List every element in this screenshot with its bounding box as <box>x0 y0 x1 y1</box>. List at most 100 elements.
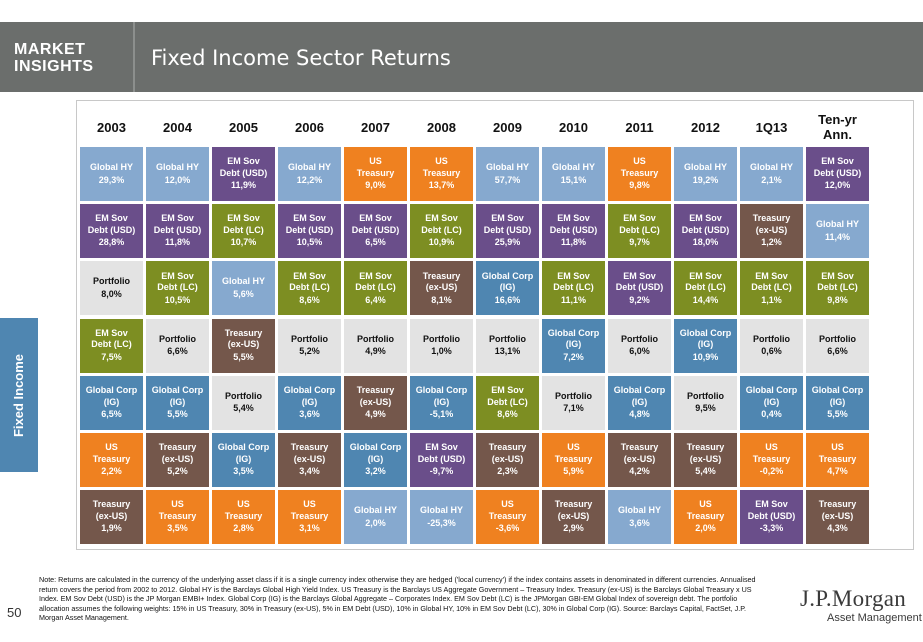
return-cell-value: 10,7% <box>230 237 257 248</box>
return-cell-label: (ex-US) <box>491 453 524 464</box>
return-cell-label: EM Sov <box>491 385 524 396</box>
return-cell-value: 5,5% <box>827 409 848 420</box>
return-cell: Portfolio 13,1% <box>476 318 539 373</box>
return-cell-value: 3,1% <box>299 523 320 534</box>
return-cell: US Treasury 13,7% <box>410 147 473 201</box>
return-cell-value: 5,5% <box>167 409 188 420</box>
return-cell-value: 29,3% <box>98 174 125 185</box>
return-cell-value: 10,9% <box>692 351 719 362</box>
return-cell-label: (IG) <box>433 396 450 407</box>
return-cell: EM Sov Debt (USD) 10,5% <box>278 204 341 259</box>
return-cell-label: EM Sov <box>293 213 326 224</box>
return-cell-label: Portfolio <box>489 333 526 344</box>
return-cell-value: 5,4% <box>695 466 716 477</box>
return-cell-label: US <box>303 499 316 510</box>
return-cell-label: Debt (LC) <box>223 224 264 235</box>
return-cell-label: Global Corp <box>151 385 204 396</box>
return-cell-label: (IG) <box>169 396 186 407</box>
return-cell-label: Global HY <box>815 219 859 230</box>
return-cell-value: 3,5% <box>233 466 254 477</box>
return-cell: Global HY 15,1% <box>542 147 605 201</box>
year-header: 2011 <box>625 119 654 135</box>
return-cell: Portfolio 7,1% <box>542 375 605 430</box>
return-cell: Portfolio 6,6% <box>146 318 209 373</box>
return-cell: Treasury (ex-US) 1,9% <box>80 490 143 545</box>
return-cell: EM Sov Debt (USD) 11,8% <box>146 204 209 259</box>
return-cell-label: Debt (USD) <box>153 224 202 235</box>
return-cell: EM Sov Debt (LC) 8,6% <box>476 375 539 430</box>
return-cell: Global HY 2,0% <box>344 490 407 545</box>
return-cell-value: 6,6% <box>827 346 848 357</box>
return-cell-label: Debt (USD) <box>417 453 466 464</box>
return-cell-label: Debt (LC) <box>553 282 594 293</box>
return-cell-label: Treasury <box>488 442 527 453</box>
return-cell: Global Corp (IG) 16,6% <box>476 261 539 316</box>
return-cell-value: 0,6% <box>761 346 782 357</box>
footnote: Note: Returns are calculated in the curr… <box>39 575 756 622</box>
return-cell-label: EM Sov <box>623 270 656 281</box>
return-cell: US Treasury 2,8% <box>212 490 275 545</box>
return-cell-value: 1,0% <box>431 346 452 357</box>
return-cell-label: Treasury <box>818 499 857 510</box>
year-header: 2008 <box>427 119 456 135</box>
return-cell: Global HY 2,1% <box>740 147 803 201</box>
return-cell-label: US <box>567 442 580 453</box>
return-cell-label: EM Sov <box>425 442 458 453</box>
return-cell-label: Global HY <box>287 162 331 172</box>
header-divider <box>133 22 135 92</box>
return-cell-label: (IG) <box>565 339 582 350</box>
return-cell-label: Treasury <box>92 453 131 464</box>
return-cell-label: Debt (LC) <box>487 396 528 407</box>
return-cell-label: Treasury <box>686 442 725 453</box>
return-cell: Portfolio 6,6% <box>806 318 869 373</box>
return-cell-label: Portfolio <box>621 333 658 344</box>
return-cell: Treasury (ex-US) 1,2% <box>740 204 803 259</box>
return-cell-value: 57,7% <box>494 174 521 185</box>
return-cell-label: Global HY <box>89 162 133 172</box>
return-cell: US Treasury -3,6% <box>476 490 539 545</box>
return-cell-value: -9,7% <box>429 466 454 477</box>
return-cell: Portfolio 5,4% <box>212 375 275 430</box>
return-cell-label: Global Corp <box>811 385 864 396</box>
return-cell: EM Sov Debt (USD) 9,2% <box>608 261 671 316</box>
return-cell: EM Sov Debt (LC) 7,5% <box>80 318 143 373</box>
return-cell-value: 1,9% <box>101 523 122 534</box>
return-cell: Portfolio 8,0% <box>80 261 143 316</box>
year-header: 2004 <box>163 119 192 135</box>
return-cell-value: 9,5% <box>695 403 716 414</box>
return-cell-value: 2,0% <box>365 517 386 528</box>
return-cell: EM Sov Debt (LC) 8,6% <box>278 261 341 316</box>
return-cell-label: Debt (LC) <box>619 224 660 235</box>
return-cell-value: 7,1% <box>563 403 584 414</box>
return-cell: EM Sov Debt (USD) 18,0% <box>674 204 737 259</box>
return-cell: US Treasury 9,8% <box>608 147 671 201</box>
return-cell: Portfolio 5,2% <box>278 318 341 373</box>
return-cell-label: US <box>435 156 448 167</box>
year-header: 2003 <box>97 119 126 135</box>
return-cell-label: Portfolio <box>555 390 592 401</box>
return-cell-label: EM Sov <box>95 213 128 224</box>
return-cell: Treasury (ex-US) 8,1% <box>410 261 473 316</box>
return-cell-label: Treasury <box>158 442 197 453</box>
return-cell-label: Treasury <box>422 270 461 281</box>
return-cell: Portfolio 0,6% <box>740 318 803 373</box>
return-cell-value: 9,2% <box>629 294 650 305</box>
return-cell-value: -25,3% <box>427 517 456 528</box>
return-cell-value: 7,5% <box>101 351 122 362</box>
return-cell-label: Debt (USD) <box>285 224 334 235</box>
return-cell: Treasury (ex-US) 5,5% <box>212 318 275 373</box>
return-cell-label: Debt (LC) <box>157 282 198 293</box>
return-cell-value: 3,2% <box>365 466 386 477</box>
page-title: Fixed Income Sector Returns <box>151 46 451 70</box>
return-cell-value: 12,0% <box>824 180 851 191</box>
year-header: 2006 <box>295 119 324 135</box>
return-cell: EM Sov Debt (USD) -3,3% <box>740 490 803 545</box>
return-cell-value: 3,4% <box>299 466 320 477</box>
return-cell-label: Global Corp <box>217 442 270 453</box>
return-cell-label: Debt (USD) <box>219 167 268 178</box>
return-cell-label: (IG) <box>235 453 252 464</box>
return-cell-value: 12,0% <box>164 174 191 185</box>
return-cell: EM Sov Debt (LC) 9,8% <box>806 261 869 316</box>
return-cell-value: 6,5% <box>365 237 386 248</box>
return-cell-value: 11,8% <box>164 237 191 248</box>
